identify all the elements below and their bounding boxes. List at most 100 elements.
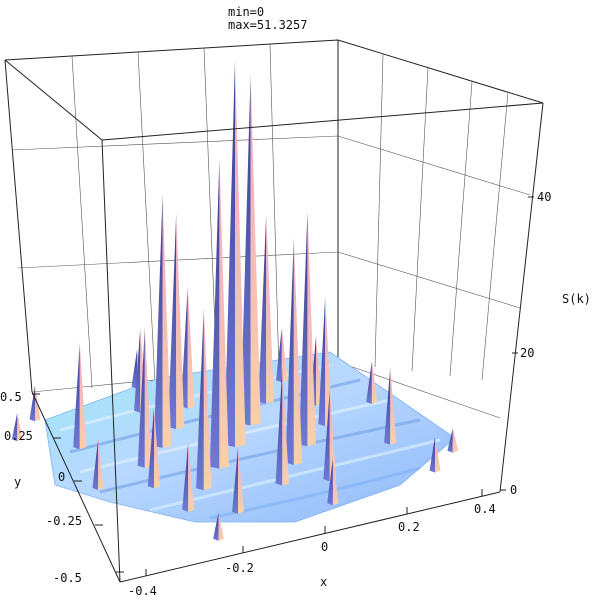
surface-peak — [29, 385, 41, 422]
y-axis-label: y — [14, 475, 21, 489]
peak-lit-face — [162, 194, 172, 449]
y-tick-label: 0.25 — [4, 429, 33, 443]
peak-shaded-face — [11, 412, 18, 442]
peak-shaded-face — [182, 442, 189, 512]
peak-lit-face — [266, 214, 274, 404]
peak-lit-face — [218, 512, 224, 541]
peak-shaded-face — [147, 407, 154, 489]
z-tick-label: 0 — [510, 483, 517, 497]
peak-shaded-face — [318, 296, 326, 427]
peak-shaded-face — [429, 436, 435, 473]
surface-peak — [147, 407, 161, 489]
peak-lit-face — [250, 74, 261, 426]
y-tick-label: -0.5 — [53, 571, 82, 585]
peak-shaded-face — [196, 308, 204, 491]
surface-peak — [327, 458, 339, 506]
x-tick-label: 0 — [321, 540, 328, 554]
peak-shaded-face — [180, 286, 188, 409]
y-tick-label: 0.5 — [0, 390, 22, 404]
peak-shaded-face — [285, 237, 294, 465]
surface-peak — [384, 367, 397, 445]
peak-lit-face — [325, 296, 333, 427]
peak-shaded-face — [240, 74, 251, 426]
title-max: max=51.3257 — [228, 18, 307, 32]
peak-lit-face — [238, 447, 244, 514]
peak-shaded-face — [137, 327, 145, 468]
z-axis: 0 20 40 S(k) — [500, 190, 591, 497]
surface-peak — [180, 286, 195, 409]
y-tick-label: -0.25 — [46, 514, 82, 528]
peak-lit-face — [281, 327, 288, 383]
peak-lit-face — [435, 436, 441, 473]
peak-lit-face — [307, 211, 316, 446]
peak-shaded-face — [323, 389, 330, 482]
peak-lit-face — [188, 442, 195, 512]
peak-shaded-face — [209, 159, 220, 469]
peak-lit-face — [329, 389, 337, 482]
peak-shaded-face — [366, 360, 372, 405]
x-tick-label: -0.2 — [225, 561, 254, 575]
surface-peak — [11, 412, 23, 442]
title-min: min=0 — [228, 5, 264, 19]
peak-lit-face — [17, 412, 23, 442]
peak-lit-face — [98, 439, 104, 490]
surface-peak — [232, 447, 244, 514]
peak-shaded-face — [153, 194, 163, 449]
surface-peak — [323, 389, 337, 482]
peaks-layer — [11, 60, 459, 541]
peak-shaded-face — [275, 367, 283, 486]
surface-peak — [366, 360, 378, 405]
peak-lit-face — [203, 308, 212, 491]
peak-lit-face — [79, 342, 87, 450]
peak-lit-face — [371, 360, 378, 405]
surface-peak — [224, 60, 246, 447]
x-tick-label: -0.4 — [128, 584, 157, 598]
surface-peak — [299, 211, 316, 446]
x-tick-label: 0.2 — [398, 520, 420, 534]
peak-shaded-face — [92, 439, 99, 490]
surface-peak — [276, 327, 288, 383]
peak-shaded-face — [224, 60, 235, 447]
surface-peak — [240, 74, 261, 426]
peak-lit-face — [144, 327, 152, 468]
peak-lit-face — [154, 407, 161, 489]
peak-shaded-face — [258, 214, 267, 404]
peak-lit-face — [219, 159, 229, 469]
surface-peak — [318, 296, 333, 427]
x-tick-label: 0.4 — [474, 502, 496, 516]
surface-peak — [429, 436, 441, 473]
peak-lit-face — [187, 286, 195, 409]
surface-peak — [73, 342, 87, 450]
surface-peak — [275, 367, 290, 486]
y-tick-label: 0 — [58, 470, 65, 484]
surface-peak — [182, 442, 195, 512]
peak-shaded-face — [213, 512, 219, 541]
peak-lit-face — [176, 213, 185, 430]
z-tick-label: 40 — [537, 190, 551, 204]
peak-shaded-face — [232, 447, 238, 514]
peak-lit-face — [282, 367, 290, 486]
peak-shaded-face — [131, 349, 138, 389]
z-tick-label: 20 — [520, 346, 534, 360]
peak-lit-face — [390, 367, 397, 445]
z-axis-label: S(k) — [562, 292, 591, 306]
surface-peak — [168, 213, 185, 430]
surface-peak — [258, 214, 274, 404]
peak-shaded-face — [327, 458, 333, 506]
bounding-box-front — [4, 59, 544, 583]
peak-lit-face — [332, 458, 339, 506]
peak-lit-face — [293, 237, 303, 465]
surface-peak — [196, 308, 212, 491]
surface-peak — [447, 428, 459, 453]
surface-peak — [137, 327, 152, 468]
peak-shaded-face — [276, 327, 282, 383]
surface-peak — [153, 194, 172, 449]
x-axis: -0.4 -0.2 0 0.2 0.4 x — [128, 489, 496, 598]
peak-shaded-face — [168, 213, 177, 430]
peak-shaded-face — [73, 342, 80, 450]
y-axis: 0.5 0.25 0 -0.25 -0.5 y — [0, 390, 124, 585]
peak-shaded-face — [384, 367, 391, 445]
x-axis-label: x — [320, 575, 327, 589]
peak-shaded-face — [447, 428, 453, 453]
